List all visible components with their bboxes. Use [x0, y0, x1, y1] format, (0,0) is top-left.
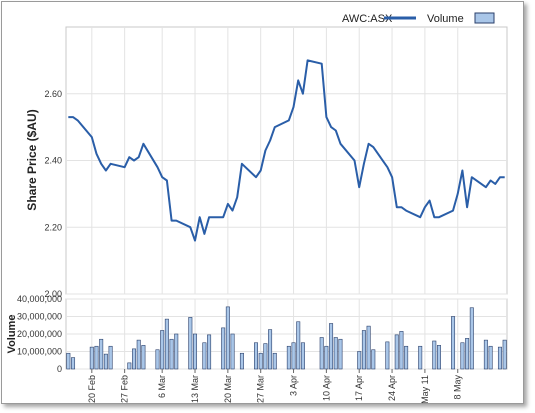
volume-bar [263, 343, 268, 370]
price-y-tick-label: 2.60 [44, 89, 62, 99]
volume-bar [394, 334, 399, 370]
x-tick-label: May 11 [420, 375, 430, 403]
volume-bar [141, 345, 146, 370]
volume-bar [361, 330, 366, 370]
volume-bar [155, 349, 160, 370]
volume-bar [385, 341, 390, 370]
volume-bar [286, 345, 291, 370]
volume-bar [169, 338, 174, 370]
x-tick-label: 3 Apr [289, 375, 299, 396]
price-series [68, 59, 505, 242]
legend-price-label: AWC:ASX [342, 13, 393, 25]
volume-bar [174, 333, 179, 370]
volume-bar [132, 348, 137, 370]
price-y-axis-label: Share Price ($AU) [25, 109, 39, 210]
price-line [68, 59, 505, 242]
volume-bar [71, 357, 76, 370]
volume-bar [451, 316, 456, 370]
x-tick-label: 27 Mar [256, 375, 266, 403]
stock-chart: AWC:ASX Volume 2.00 2.20 2.40 2.60 0 10,000,… [6, 12, 508, 404]
volume-bar [329, 323, 334, 370]
price-y-axis: 2.00 2.20 2.40 2.60 [44, 89, 62, 299]
volume-y-tick-label: 10,000,000 [17, 347, 62, 357]
x-tick-label: 13 Mar [190, 375, 200, 403]
volume-bar [338, 338, 343, 370]
price-y-tick-label: 2.00 [44, 289, 62, 299]
volume-bar [202, 342, 207, 370]
x-axis: 20 Feb 27 Feb 6 Mar 13 Mar 20 Mar 27 Mar 3 Apr… [87, 369, 463, 404]
volume-bars [66, 306, 507, 370]
x-tick-label: 6 Mar [157, 375, 167, 398]
volume-bar [333, 337, 338, 370]
x-tick-label: 10 Apr [321, 375, 331, 401]
x-tick-label: 8 May [453, 375, 463, 400]
volume-bar [94, 345, 99, 370]
legend-volume-label: Volume [427, 13, 464, 25]
volume-bar [188, 317, 193, 370]
volume-bar [399, 331, 404, 370]
chart-legend: AWC:ASX Volume [342, 12, 495, 25]
volume-y-axis: 0 10,000,000 20,000,000 30,000,000 40,000,00… [17, 294, 62, 374]
price-grid [66, 27, 507, 295]
volume-bar [99, 338, 104, 370]
price-y-tick-label: 2.20 [44, 222, 62, 232]
x-tick-label: 17 Apr [354, 375, 364, 401]
price-y-tick-label: 2.40 [44, 156, 62, 166]
volume-bar [89, 346, 94, 370]
volume-bar [319, 337, 324, 370]
volume-bar [254, 342, 258, 370]
volume-bar [127, 362, 132, 370]
volume-bar [225, 306, 230, 370]
volume-bar [469, 307, 474, 370]
volume-bar [502, 339, 507, 370]
volume-bar [66, 352, 71, 370]
volume-bar [404, 345, 409, 370]
volume-bar [300, 342, 305, 370]
volume-bar [465, 338, 470, 370]
volume-bar [488, 345, 493, 370]
volume-bar [291, 342, 296, 370]
x-tick-label: 27 Feb [120, 375, 130, 403]
volume-bar [230, 333, 235, 370]
volume-bar [160, 330, 165, 370]
volume-bar [357, 351, 362, 370]
volume-bar [296, 321, 301, 370]
volume-bar [497, 346, 502, 370]
volume-bar [136, 339, 141, 370]
volume-bar [221, 327, 226, 370]
volume-bar [164, 318, 169, 370]
volume-bar [460, 342, 465, 370]
volume-bar [371, 349, 376, 370]
volume-y-tick-label: 20,000,000 [17, 329, 62, 339]
x-tick-label: 24 Apr [387, 375, 397, 401]
volume-bar [483, 339, 488, 370]
volume-y-tick-label: 0 [57, 364, 62, 374]
volume-y-tick-label: 40,000,000 [17, 294, 62, 304]
volume-bar [436, 345, 441, 370]
volume-bar [432, 340, 437, 370]
volume-y-tick-label: 30,000,000 [17, 312, 62, 322]
volume-bar [103, 353, 108, 370]
volume-bar [268, 329, 273, 370]
volume-bar [366, 325, 371, 370]
volume-bar [239, 352, 244, 370]
volume-bar [324, 345, 329, 370]
volume-y-axis-label: Volume [6, 315, 18, 354]
volume-bar [272, 352, 277, 370]
x-tick-label: 20 Feb [87, 375, 97, 403]
volume-bar [207, 334, 212, 370]
volume-bar [193, 333, 198, 370]
volume-bar [108, 345, 113, 370]
volume-bar [258, 352, 263, 370]
x-tick-label: 20 Mar [223, 375, 233, 403]
legend-volume-swatch [474, 12, 495, 24]
volume-bar [418, 345, 423, 370]
chart-frame: AWC:ASX Volume 2.00 2.20 2.40 2.60 0 10,000,… [1, 1, 524, 404]
